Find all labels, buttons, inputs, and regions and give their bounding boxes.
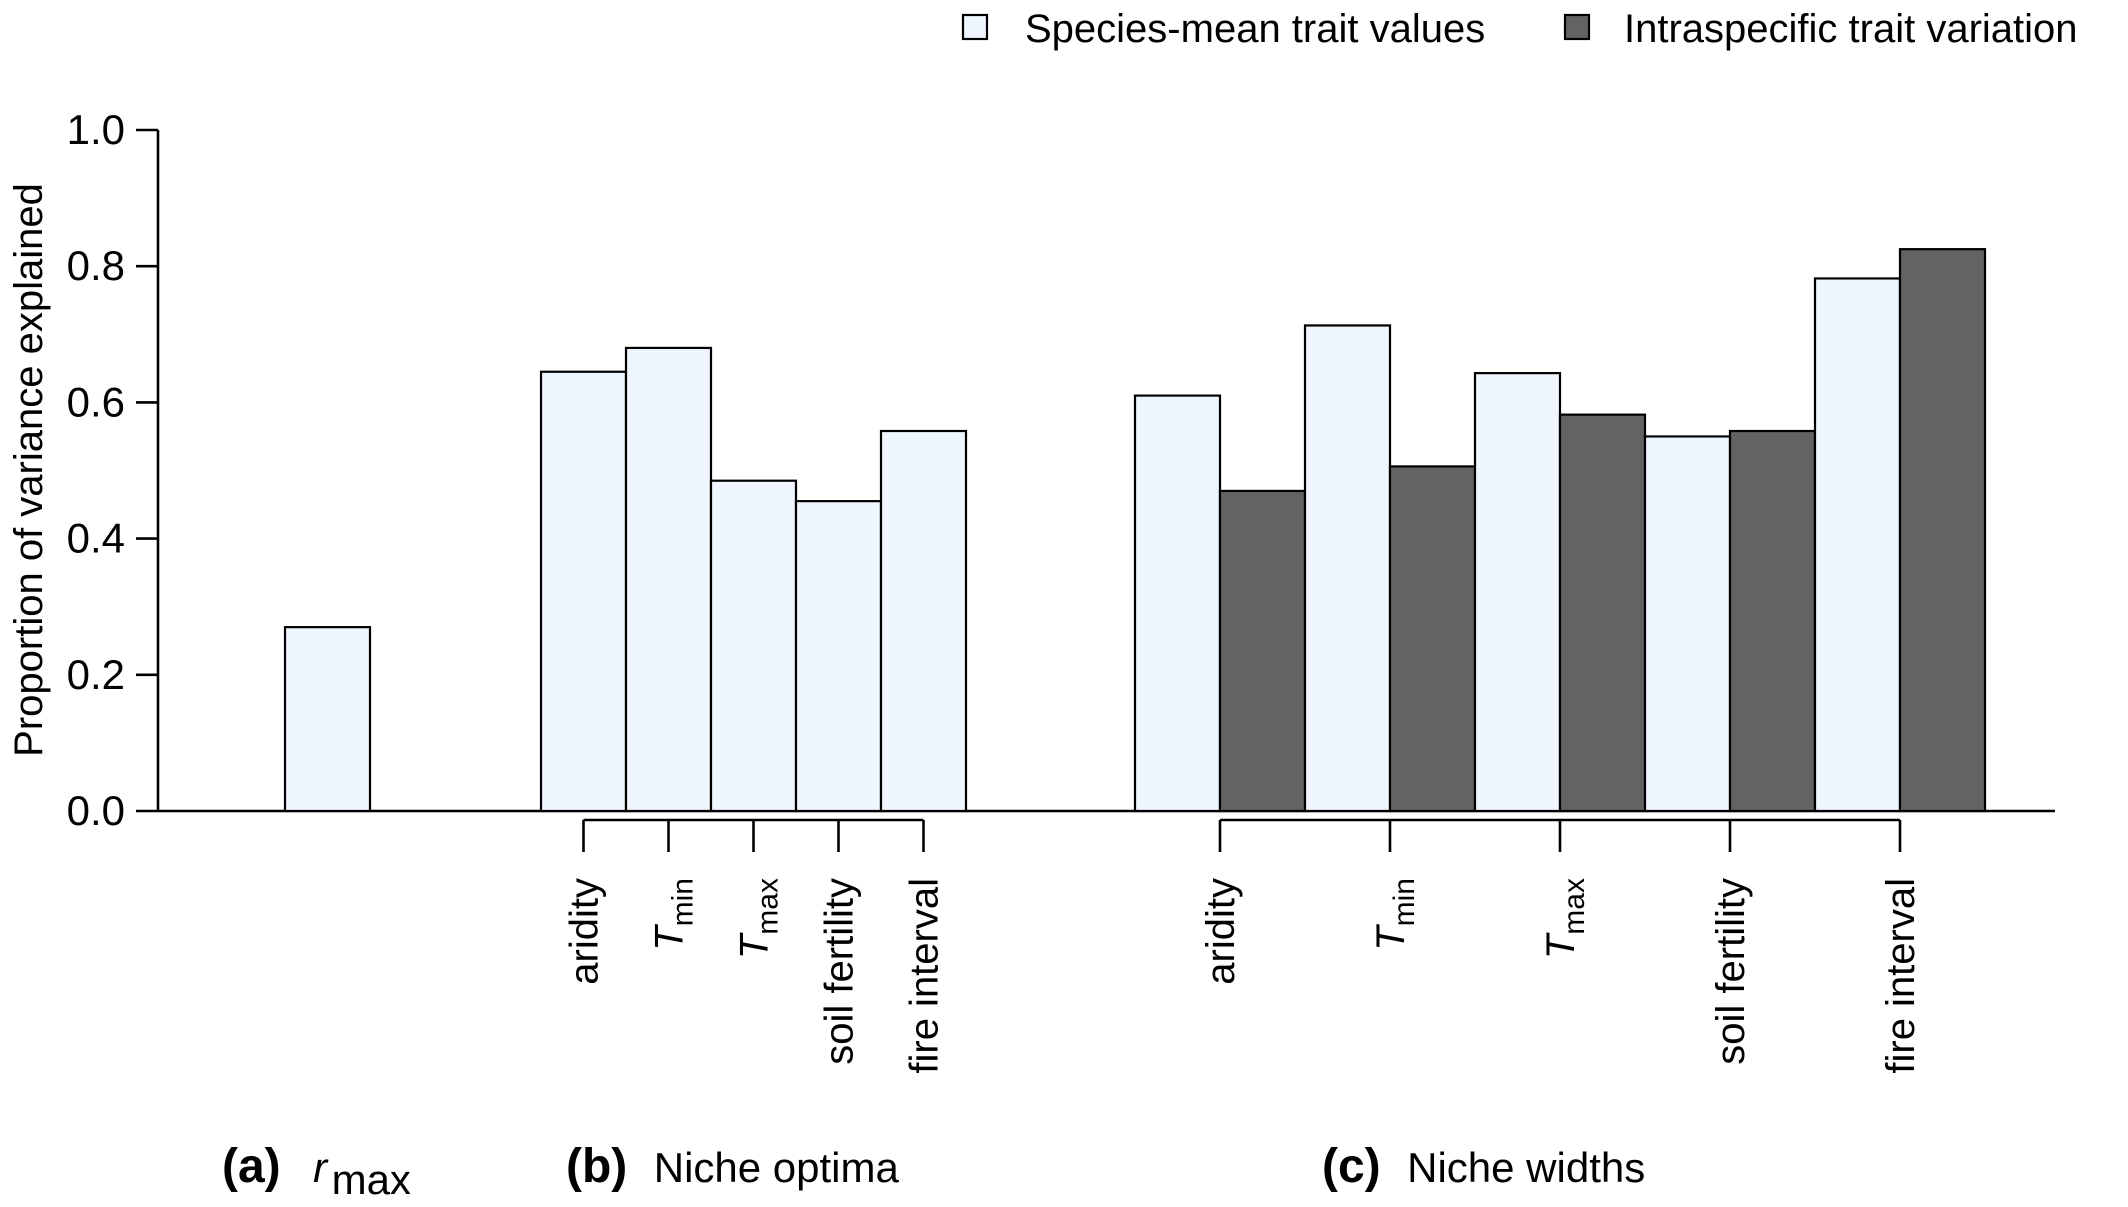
bar-panel-c-species-mean-trait-values-0 bbox=[1133, 394, 1222, 813]
y-tick-label: 0.8 bbox=[67, 242, 125, 289]
category-label-aridity: aridity bbox=[1199, 878, 1243, 985]
bar-panel-c-species-mean-trait-values-2 bbox=[1473, 372, 1562, 813]
category-label-fire-interval: fire interval bbox=[903, 878, 947, 1074]
category-label-main: aridity bbox=[1199, 878, 1243, 985]
y-tick-label: 0.0 bbox=[67, 787, 125, 834]
panel-a-letter: (a) bbox=[222, 1140, 281, 1193]
category-label-main: T bbox=[648, 924, 692, 951]
category-label-main: T bbox=[733, 932, 777, 959]
bar-panel-c-intraspecific-trait-variation-0 bbox=[1218, 489, 1307, 813]
category-label-t-min: Tmin bbox=[648, 878, 700, 951]
category-label-main: T bbox=[1539, 932, 1583, 959]
bar-panel-b-species-mean-trait-values-1 bbox=[624, 346, 713, 813]
legend-swatch-species-mean bbox=[961, 13, 989, 41]
bar-panel-c-species-mean-trait-values-1 bbox=[1303, 324, 1392, 813]
y-tick-label: 0.2 bbox=[67, 651, 125, 698]
bar-panel-b-species-mean-trait-values-3 bbox=[794, 500, 883, 813]
category-label-main: T bbox=[1369, 924, 1413, 951]
category-label-sub: max bbox=[1558, 878, 1591, 935]
panel-c-letter: (c) bbox=[1322, 1140, 1381, 1193]
category-label-sub: min bbox=[1388, 878, 1421, 926]
bar-panel-a-species-mean-trait-values-0 bbox=[283, 626, 372, 813]
bar-panel-c-intraspecific-trait-variation-2 bbox=[1558, 413, 1647, 813]
category-label-main: soil fertility bbox=[818, 878, 862, 1065]
panel-a-title: (a) r max bbox=[222, 1140, 411, 1203]
category-label-t-min: Tmin bbox=[1369, 878, 1421, 951]
panel-a-r-main: r bbox=[313, 1144, 329, 1191]
category-label-soil-fertility: soil fertility bbox=[1709, 878, 1753, 1065]
category-label-main: aridity bbox=[563, 878, 607, 985]
y-tick-label: 0.4 bbox=[67, 515, 125, 562]
y-tick-label: 0.6 bbox=[67, 378, 125, 425]
bar-panel-b-species-mean-trait-values-2 bbox=[709, 479, 798, 813]
panel-b-title: (b) Niche optima bbox=[566, 1140, 900, 1193]
bars-layer bbox=[283, 248, 1987, 813]
legend-label-species-mean: Species-mean trait values bbox=[1025, 7, 1485, 51]
panel-c-title: (c) Niche widths bbox=[1322, 1140, 1645, 1193]
category-label-sub: min bbox=[667, 878, 700, 926]
category-label-aridity: aridity bbox=[563, 878, 607, 985]
bar-panel-c-intraspecific-trait-variation-4 bbox=[1898, 248, 1987, 813]
bar-panel-c-intraspecific-trait-variation-1 bbox=[1388, 465, 1477, 813]
category-label-sub: max bbox=[752, 878, 785, 935]
category-label-main: fire interval bbox=[1879, 878, 1923, 1074]
y-axis: 0.0 0.2 0.4 0.6 0.8 1.0 Proportion of varianc… bbox=[7, 106, 160, 834]
category-label-main: fire interval bbox=[903, 878, 947, 1074]
bar-panel-c-intraspecific-trait-variation-3 bbox=[1728, 429, 1817, 813]
legend-swatch-intraspecific bbox=[1563, 13, 1591, 41]
panel-b-name: Niche optima bbox=[654, 1144, 900, 1191]
y-axis-label: Proportion of variance explained bbox=[7, 183, 51, 757]
category-label-t-max: Tmax bbox=[733, 878, 785, 959]
category-label-fire-interval: fire interval bbox=[1879, 878, 1923, 1074]
legend-label-intraspecific: Intraspecific trait variation bbox=[1624, 7, 2078, 51]
category-label-t-max: Tmax bbox=[1539, 878, 1591, 959]
panel-a-r-sub: max bbox=[332, 1156, 411, 1203]
category-label-main: soil fertility bbox=[1709, 878, 1753, 1065]
panel-b-letter: (b) bbox=[566, 1140, 627, 1193]
bar-panel-b-species-mean-trait-values-4 bbox=[879, 429, 968, 813]
panel-c-name: Niche widths bbox=[1407, 1144, 1645, 1191]
bar-panel-b-species-mean-trait-values-0 bbox=[539, 370, 628, 813]
bar-panel-c-species-mean-trait-values-4 bbox=[1813, 277, 1902, 813]
y-tick-label: 1.0 bbox=[67, 106, 125, 153]
category-label-soil-fertility: soil fertility bbox=[818, 878, 862, 1065]
legend: Species-mean trait values Intraspecific … bbox=[961, 7, 2078, 51]
bar-panel-c-species-mean-trait-values-3 bbox=[1643, 435, 1732, 813]
panel-titles: (a) r max (b) Niche optima (c) Niche wid… bbox=[222, 1140, 1645, 1203]
